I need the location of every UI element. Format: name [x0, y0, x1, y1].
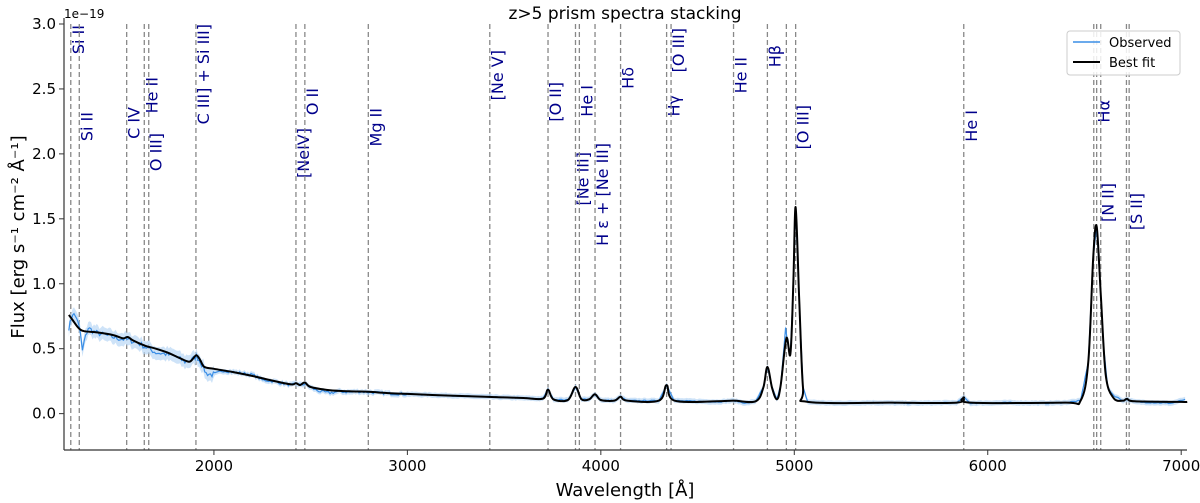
- observed-error-band: [68, 205, 1186, 407]
- emission-line-label: [S II]: [1127, 193, 1146, 230]
- emission-line-label: Hβ: [765, 45, 784, 67]
- emission-line-label: Hδ: [619, 67, 638, 89]
- x-tick-label: 2000: [195, 457, 233, 475]
- x-tick-label: 3000: [388, 457, 426, 475]
- emission-line-label: He I: [962, 110, 981, 142]
- emission-line-label: C IV: [125, 107, 144, 139]
- x-axis-label: Wavelength [Å]: [556, 479, 695, 501]
- emission-line-label: He II: [142, 77, 161, 113]
- emission-line-label: C III] + Si III]: [194, 24, 213, 124]
- emission-line-label: He II: [732, 57, 751, 93]
- best-fit-series-line: [68, 206, 1189, 406]
- y-tick-label: 1.0: [32, 275, 56, 293]
- y-tick-label: 0.5: [32, 340, 56, 358]
- emission-line-label: [O III]: [794, 105, 813, 149]
- emission-line-label: Si II: [77, 112, 96, 141]
- emission-line-label: [O II]: [546, 82, 565, 122]
- y-tick-label: 2.5: [32, 80, 56, 98]
- chart-title: z>5 prism spectra stacking: [508, 4, 741, 24]
- x-tick-label: 6000: [969, 457, 1007, 475]
- y-tick-label: 3.0: [32, 15, 56, 33]
- x-tick-label: 4000: [582, 457, 620, 475]
- y-tick-label: 1.5: [32, 210, 56, 228]
- emission-line-label: [O III]: [669, 28, 688, 72]
- emission-line-label: He I: [577, 85, 596, 117]
- emission-line-label: Si II: [69, 25, 88, 54]
- legend-label-observed: Observed: [1109, 36, 1172, 51]
- x-tick-label: 7000: [1162, 457, 1200, 475]
- legend-label-best-fit: Best fit: [1109, 56, 1155, 71]
- emission-line-label: O II: [303, 88, 322, 115]
- y-multiplier: 1e−19: [64, 7, 104, 21]
- y-axis-label: Flux [erg s⁻¹ cm⁻² Å⁻¹]: [7, 135, 29, 338]
- emission-line-label: [Ne V]: [488, 50, 507, 100]
- emission-line-label: Hα: [1095, 100, 1114, 123]
- emission-line-label: O III]: [147, 133, 166, 171]
- emission-line-label: [Ne III]: [573, 152, 592, 206]
- emission-line-label: Hγ: [665, 95, 684, 117]
- x-tick-label: 5000: [775, 457, 813, 475]
- series-layer: [68, 205, 1189, 407]
- legend: Observed Best fit: [1066, 30, 1181, 76]
- y-tick-label: 2.0: [32, 145, 56, 163]
- emission-line-label: Mg II: [366, 108, 385, 146]
- y-tick-label: 0.0: [32, 405, 56, 423]
- emission-line-label: [NeIV]: [294, 128, 313, 178]
- axes: 2000 3000 4000 5000 6000 7000 0.0 0.5 1.0 1.5 2.0 2…: [32, 15, 1200, 475]
- emission-line-label: [N II]: [1099, 183, 1118, 222]
- emission-line-label: H ε + [Ne III]: [593, 143, 612, 246]
